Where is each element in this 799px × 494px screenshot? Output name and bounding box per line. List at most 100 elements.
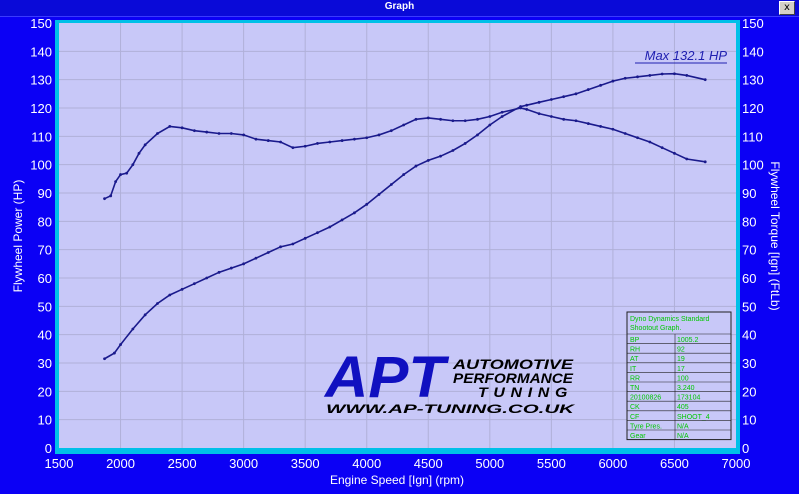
data-point-torque	[303, 144, 307, 148]
x-tick-label: 4000	[352, 456, 381, 471]
data-point-power	[488, 123, 492, 127]
window-title: Graph	[384, 1, 415, 12]
left-tick-label: 10	[38, 413, 52, 428]
data-point-torque	[549, 115, 553, 118]
info-table-value: 405	[677, 404, 689, 411]
x-tick-label: 2000	[106, 456, 135, 471]
data-point-torque	[291, 146, 295, 150]
gridlines	[59, 23, 736, 448]
data-point-power	[586, 88, 590, 91]
data-point-torque	[414, 117, 418, 121]
data-point-power	[112, 351, 116, 355]
data-point-torque	[254, 137, 258, 141]
data-point-torque	[586, 122, 590, 125]
info-table-key: AT	[630, 356, 639, 363]
data-point-torque	[463, 119, 467, 123]
data-point-power	[279, 245, 282, 249]
data-point-power	[340, 218, 344, 222]
close-button[interactable]: x	[779, 1, 795, 15]
data-point-power	[119, 343, 122, 346]
data-point-power	[328, 225, 332, 229]
info-table-value: 173104	[677, 395, 700, 402]
apt-logo-line2: PERFORMANCE	[453, 370, 574, 386]
data-point-power	[660, 72, 664, 76]
data-point-torque	[500, 110, 504, 114]
data-point-torque	[193, 129, 196, 133]
data-point-power	[168, 293, 172, 297]
data-point-torque	[623, 132, 627, 135]
data-point-power	[623, 76, 627, 80]
data-point-power	[303, 236, 307, 240]
data-point-torque	[389, 129, 393, 133]
right-tick-label: 80	[742, 214, 756, 229]
x-tick-label: 6500	[660, 456, 689, 471]
x-tick-label: 2500	[168, 456, 197, 471]
x-tick-label: 3500	[291, 456, 320, 471]
apt-logo-url: WWW.AP-TUNING.CO.UK	[326, 402, 576, 416]
data-point-power	[673, 72, 676, 76]
data-point-power	[217, 270, 221, 274]
data-point-power	[703, 78, 707, 82]
left-tick-label: 90	[38, 186, 52, 201]
info-table-value: N/A	[677, 433, 689, 440]
left-tick-label: 120	[30, 101, 52, 116]
data-point-torque	[599, 125, 602, 128]
title-bar[interactable]: Graph x	[0, 0, 799, 17]
right-tick-label: 60	[742, 271, 756, 286]
data-point-torque	[279, 140, 282, 144]
info-table-value: N/A	[677, 423, 689, 430]
left-tick-label: 130	[30, 73, 52, 88]
data-point-torque	[353, 137, 356, 141]
data-point-power	[611, 79, 615, 83]
info-table-key: Gear	[630, 433, 646, 440]
data-point-power	[451, 149, 455, 152]
right-axis-ticks: 0 10 20 30 40 50 60 70 80 90 100 110 120 130 140 150	[742, 16, 764, 456]
data-point-power	[377, 193, 381, 196]
data-point-power	[636, 75, 639, 79]
left-tick-label: 70	[38, 243, 52, 258]
right-tick-label: 90	[742, 186, 756, 201]
info-table-value: SHOOT_4	[677, 414, 710, 421]
data-point-power	[254, 256, 258, 260]
left-axis-ticks: 0 10 20 30 40 50 60 70 80 90 100 110 120 130 140 150	[30, 16, 52, 456]
x-tick-label: 1500	[45, 456, 74, 471]
right-tick-label: 10	[742, 413, 756, 428]
data-point-torque	[180, 126, 184, 130]
plot-area	[59, 23, 736, 448]
x-tick-label: 5000	[475, 456, 504, 471]
info-table-value: 1005.2	[677, 337, 699, 344]
right-tick-label: 20	[742, 384, 756, 399]
data-point-torque	[703, 160, 707, 164]
data-point-power	[648, 74, 652, 77]
series-line-power	[104, 72, 706, 360]
left-tick-label: 150	[30, 16, 52, 31]
data-point-torque	[476, 117, 479, 121]
max-hp-annotation: Max 132.1 HP	[645, 48, 728, 63]
y2-axis-label: Flywheel Torque [Ign] (FtLb)	[768, 161, 782, 310]
left-tick-label: 140	[30, 44, 52, 59]
data-point-torque	[648, 140, 652, 144]
data-point-power	[439, 154, 442, 158]
right-tick-label: 40	[742, 328, 756, 343]
apt-logo: APT AUTOMOTIVE PERFORMANCE TUNING WWW.AP…	[323, 345, 576, 416]
data-point-torque	[137, 151, 141, 155]
data-point-torque	[131, 163, 135, 167]
data-point-torque	[525, 108, 529, 111]
series-group	[103, 72, 707, 361]
data-point-torque	[103, 197, 106, 201]
right-tick-label: 120	[742, 101, 764, 116]
x-tick-label: 5500	[537, 456, 566, 471]
info-table-value: 17	[677, 366, 685, 373]
data-point-torque	[242, 133, 246, 137]
data-point-torque	[426, 116, 430, 120]
data-point-torque	[574, 119, 578, 123]
data-point-torque	[562, 117, 566, 121]
data-point-torque	[685, 157, 689, 161]
data-point-power	[103, 357, 106, 361]
left-tick-label: 100	[30, 158, 52, 173]
data-point-torque	[316, 142, 319, 145]
data-point-torque	[488, 115, 492, 118]
right-tick-label: 100	[742, 158, 764, 173]
data-point-power	[599, 83, 602, 87]
